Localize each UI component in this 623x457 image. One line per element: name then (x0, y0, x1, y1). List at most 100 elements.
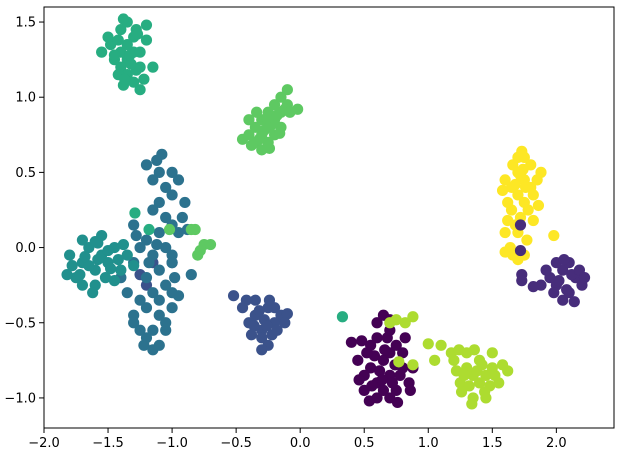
scatter-point (236, 133, 249, 145)
scatter-point (429, 354, 441, 366)
scatter-point (514, 244, 527, 257)
scatter-point (160, 279, 172, 291)
scatter-point (361, 347, 373, 359)
scatter-point (160, 241, 172, 254)
scatter-point (271, 324, 283, 336)
scatter-point (140, 34, 153, 46)
scatter-point (407, 311, 419, 323)
scatter-point (377, 384, 390, 397)
scatter-point (480, 369, 492, 381)
scatter-point (134, 84, 146, 96)
scatter-point (251, 106, 263, 118)
points-layer (61, 13, 591, 410)
y-axis: 1.5 1.0 0.5 0.0 −0.5 −1.0 (4, 16, 44, 406)
scatter-point (263, 142, 276, 154)
scatter-point (134, 46, 146, 58)
scatter-point (245, 329, 258, 341)
scatter-point (345, 336, 358, 348)
scatter-point (166, 302, 178, 314)
scatter-point (134, 294, 146, 306)
scatter-point (390, 339, 402, 351)
scatter-point (476, 359, 488, 371)
scatter-point (130, 229, 142, 242)
scatter-point (147, 174, 159, 186)
scatter-point (499, 226, 511, 239)
scatter-point (160, 181, 172, 194)
scatter-point (455, 386, 468, 398)
y-tick-label: 1.5 (15, 16, 36, 31)
scatter-point (394, 369, 406, 381)
scatter-point (253, 305, 265, 317)
scatter-point (160, 324, 172, 336)
scatter-point (185, 223, 197, 236)
x-tick-label: 1.5 (482, 436, 503, 451)
scatter-point (489, 369, 501, 381)
scatter-point (336, 311, 349, 323)
scatter-point (532, 199, 545, 212)
scatter-point (522, 204, 534, 216)
scatter-point (117, 13, 130, 25)
scatter-point (256, 332, 268, 344)
scatter-point (268, 99, 281, 111)
scatter-point (514, 169, 527, 181)
scatter-point (66, 260, 78, 272)
scatter-point (166, 166, 178, 178)
scatter-point (540, 264, 552, 276)
scatter-point (227, 290, 240, 302)
scatter-point (453, 344, 465, 356)
scatter-point (185, 269, 197, 281)
scatter-point (279, 317, 291, 329)
scatter-point (156, 148, 168, 160)
scatter-point (134, 324, 146, 336)
scatter-point (163, 223, 176, 236)
scatter-point (371, 332, 383, 344)
scatter-point (245, 139, 258, 151)
scatter-point (143, 257, 155, 269)
scatter-point (108, 49, 121, 61)
scatter-point (275, 91, 287, 103)
scatter-point (172, 226, 185, 239)
scatter-point (172, 290, 185, 302)
scatter-point (128, 219, 140, 231)
scatter-point (502, 214, 514, 227)
scatter-point (371, 317, 383, 329)
scatter-point (365, 362, 377, 374)
scatter-point (502, 365, 514, 377)
scatter-point (557, 264, 569, 276)
scatter-point (527, 214, 539, 227)
y-tick-label: 0.5 (15, 166, 36, 181)
scatter-point (422, 338, 434, 350)
scatter-point (140, 302, 153, 314)
x-axis: −2.0 −1.5 −1.0 −0.5 0.0 0.5 1.0 1.5 2.0 (28, 428, 567, 451)
scatter-point (64, 249, 76, 261)
scatter-point (147, 287, 159, 299)
scatter-point (281, 308, 293, 320)
scatter-point (76, 234, 89, 246)
scatter-point (353, 374, 365, 386)
scatter-point (548, 287, 560, 299)
scatter-point (502, 196, 514, 209)
scatter-point (124, 49, 136, 61)
scatter-point (121, 249, 133, 261)
scatter-point (366, 380, 378, 392)
scatter-point (153, 196, 165, 209)
scatter-point (274, 127, 286, 139)
scatter-point (153, 264, 165, 276)
scatter-point (535, 166, 547, 178)
scatter-point (520, 181, 532, 194)
scatter-point (87, 287, 99, 299)
scatter-point (376, 374, 388, 386)
scatter-point (292, 103, 304, 115)
x-tick-label: 0.5 (354, 436, 375, 451)
scatter-point (578, 272, 591, 284)
scatter-point (509, 178, 521, 191)
scatter-point (356, 335, 368, 347)
scatter-point (243, 114, 255, 126)
scatter-point (92, 254, 104, 266)
scatter-point (115, 23, 127, 36)
scatter-point (240, 294, 252, 306)
x-tick-label: 1.0 (418, 436, 439, 451)
scatter-point (281, 84, 293, 96)
scatter-point (258, 124, 270, 136)
